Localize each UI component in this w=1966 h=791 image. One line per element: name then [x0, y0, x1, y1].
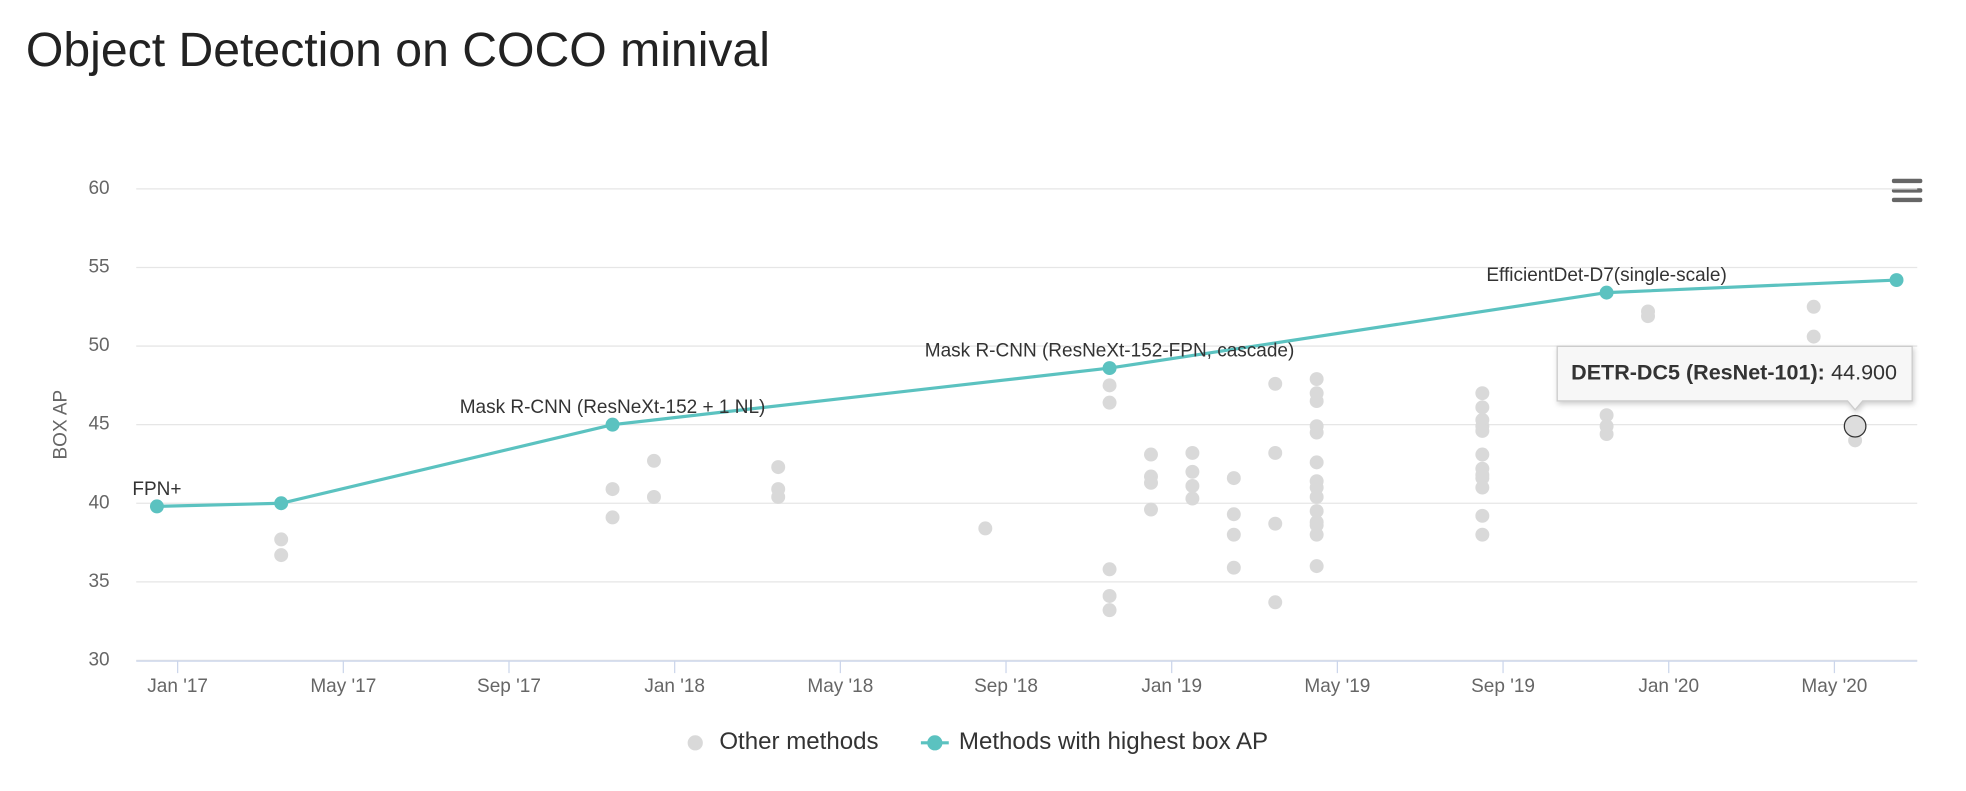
data-point: [1226, 471, 1241, 486]
data-point: [1185, 445, 1200, 460]
data-point: [1309, 372, 1324, 387]
data-point: [274, 548, 289, 563]
menu-bar: [1891, 197, 1923, 203]
data-point: [149, 499, 164, 514]
data-point: [1185, 464, 1200, 479]
data-point: [1475, 480, 1490, 495]
data-point: [1475, 447, 1490, 462]
x-tick-label: Sep '18: [974, 676, 1038, 697]
y-axis-label: BOX AP: [50, 390, 71, 460]
data-point: [1889, 273, 1904, 288]
data-point: [1102, 395, 1117, 410]
data-point: [1475, 386, 1490, 401]
series-line: [156, 278, 1897, 508]
data-point: [978, 521, 993, 536]
x-tick-label: May '20: [1801, 676, 1867, 697]
y-tick-label: 55: [88, 256, 109, 277]
data-point: [771, 460, 786, 475]
menu-button[interactable]: [1891, 178, 1923, 203]
data-point: [646, 453, 661, 468]
point-label: Mask R-CNN (ResNeXt-152 + 1 NL): [460, 397, 766, 418]
x-tick-label: May '18: [807, 676, 873, 697]
data-point: [1309, 489, 1324, 504]
data-point: [771, 489, 786, 504]
data-point: [605, 417, 620, 432]
tooltip: DETR-DC5 (ResNet-101): 44.900: [1556, 345, 1913, 411]
data-point: [1475, 423, 1490, 438]
x-tick-label: Sep '19: [1471, 676, 1535, 697]
data-point: [1475, 400, 1490, 415]
data-point: [1268, 445, 1283, 460]
x-tick-label: Jan '18: [644, 676, 705, 697]
tooltip-value: 44.900: [1831, 360, 1897, 384]
y-tick-label: 60: [88, 178, 109, 199]
data-point: [1102, 378, 1117, 393]
legend-marker: [687, 735, 703, 751]
data-point: [646, 489, 661, 504]
tooltip-text: DETR-DC5 (ResNet-101): 44.900: [1571, 360, 1897, 384]
point-label: EfficientDet-D7(single-scale): [1486, 265, 1726, 286]
data-point: [1268, 595, 1283, 610]
x-tick-label: May '19: [1304, 676, 1370, 697]
data-point: [1102, 603, 1117, 618]
data-point: [1806, 329, 1821, 344]
x-tick-label: Jan '17: [147, 676, 208, 697]
data-point: [274, 532, 289, 547]
data-point: [1641, 309, 1655, 324]
data-point: [1806, 299, 1821, 314]
data-point: [1144, 447, 1158, 462]
data-point: [1309, 455, 1324, 470]
chart-title: Object Detection on COCO minival: [26, 23, 770, 77]
data-point: [1475, 412, 1490, 427]
y-tick-label: 50: [88, 335, 109, 356]
x-tick-label: Jan '20: [1638, 676, 1699, 697]
data-point: [1226, 527, 1241, 542]
data-point: [1475, 527, 1490, 542]
y-tick-label: 40: [88, 492, 109, 513]
x-tick-label: Jan '19: [1141, 676, 1202, 697]
y-tick-label: 45: [88, 414, 109, 435]
y-tick-label: 35: [88, 571, 109, 592]
data-point: [605, 482, 620, 497]
legend-label: Methods with highest box AP: [959, 728, 1268, 755]
tooltip-box: [1556, 345, 1913, 411]
data-point: [1599, 285, 1614, 300]
data-point: [1599, 427, 1614, 442]
y-tick-label: 30: [88, 649, 109, 670]
data-point: [1599, 408, 1614, 423]
data-point: [274, 496, 289, 511]
legend-marker: [927, 735, 943, 751]
hover-marker: [1843, 414, 1867, 438]
data-point: [1102, 589, 1117, 603]
x-tick-label: May '17: [310, 676, 376, 697]
tooltip-name: DETR-DC5 (ResNet-101):: [1571, 360, 1825, 384]
point-label: FPN+: [132, 479, 181, 500]
data-point: [1309, 504, 1324, 519]
data-point: [1102, 562, 1117, 577]
data-point: [1144, 475, 1158, 490]
data-point: [1185, 491, 1200, 506]
legend: Other methods Methods with highest box AP: [687, 728, 1268, 755]
data-point: [1309, 559, 1324, 574]
data-point: [605, 510, 620, 525]
data-point: [1268, 376, 1283, 391]
data-point: [1309, 518, 1324, 533]
data-point: [1309, 425, 1324, 440]
data-point: [1102, 361, 1117, 376]
point-label: Mask R-CNN (ResNeXt-152-FPN, cascade): [925, 341, 1295, 362]
data-point: [1309, 394, 1324, 409]
data-point: [1185, 478, 1200, 493]
data-point: [1144, 502, 1158, 517]
data-point: [1268, 516, 1283, 531]
data-point: [1226, 507, 1241, 522]
x-tick-label: Sep '17: [477, 676, 541, 697]
data-point: [1226, 560, 1241, 575]
legend-label: Other methods: [719, 728, 878, 755]
menu-bar: [1891, 178, 1923, 184]
data-point: [1475, 508, 1490, 523]
